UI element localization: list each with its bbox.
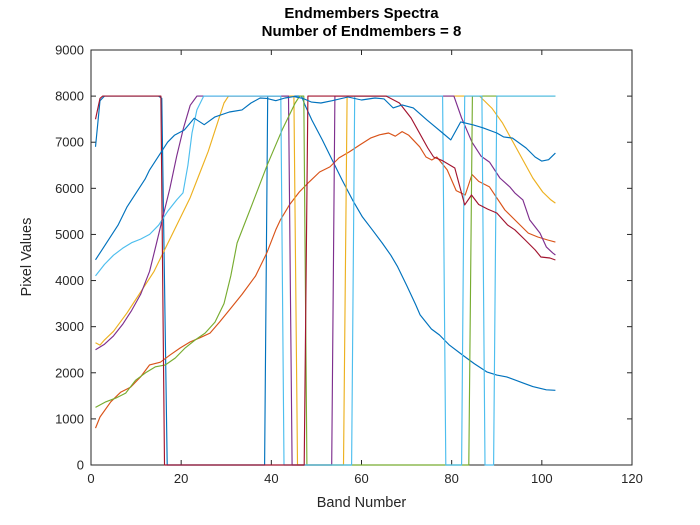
y-tick-label: 1000 xyxy=(55,411,84,426)
series-line-endmember-6 xyxy=(95,95,556,466)
chart-title: Endmembers Spectra xyxy=(284,5,439,22)
y-axis-label: Pixel Values xyxy=(19,217,35,297)
x-tick-label: 40 xyxy=(264,471,278,486)
y-tick-label: 9000 xyxy=(55,43,84,58)
y-tick-label: 4000 xyxy=(55,273,84,288)
axis-box xyxy=(90,49,633,466)
y-tick-label: 2000 xyxy=(55,365,84,380)
y-tick-label: 0 xyxy=(77,458,84,473)
x-tick-label: 120 xyxy=(621,471,643,486)
chart-subtitle: Number of Endmembers = 8 xyxy=(261,23,462,40)
y-tick-label: 3000 xyxy=(55,319,84,334)
series-line-endmember-8 xyxy=(95,96,556,261)
series-line-endmember-1 xyxy=(94,95,556,466)
x-tick-label: 100 xyxy=(531,471,553,486)
y-tick-label: 6000 xyxy=(55,181,84,196)
x-tick-label: 20 xyxy=(174,471,188,486)
x-tick-label: 60 xyxy=(354,471,368,486)
chart-title-block: Endmembers Spectra Number of Endmembers … xyxy=(91,5,632,41)
y-tick-label: 7000 xyxy=(55,135,84,150)
y-tick-label: 5000 xyxy=(55,227,84,242)
x-tick-label: 80 xyxy=(444,471,458,486)
x-tick-label: 0 xyxy=(87,471,94,486)
x-axis-label: Band Number xyxy=(316,495,407,511)
series-line-endmember-3 xyxy=(95,95,556,466)
y-tick-label: 8000 xyxy=(55,89,84,104)
series-line-endmember-7 xyxy=(94,95,556,466)
series-line-endmember-5 xyxy=(95,95,556,466)
